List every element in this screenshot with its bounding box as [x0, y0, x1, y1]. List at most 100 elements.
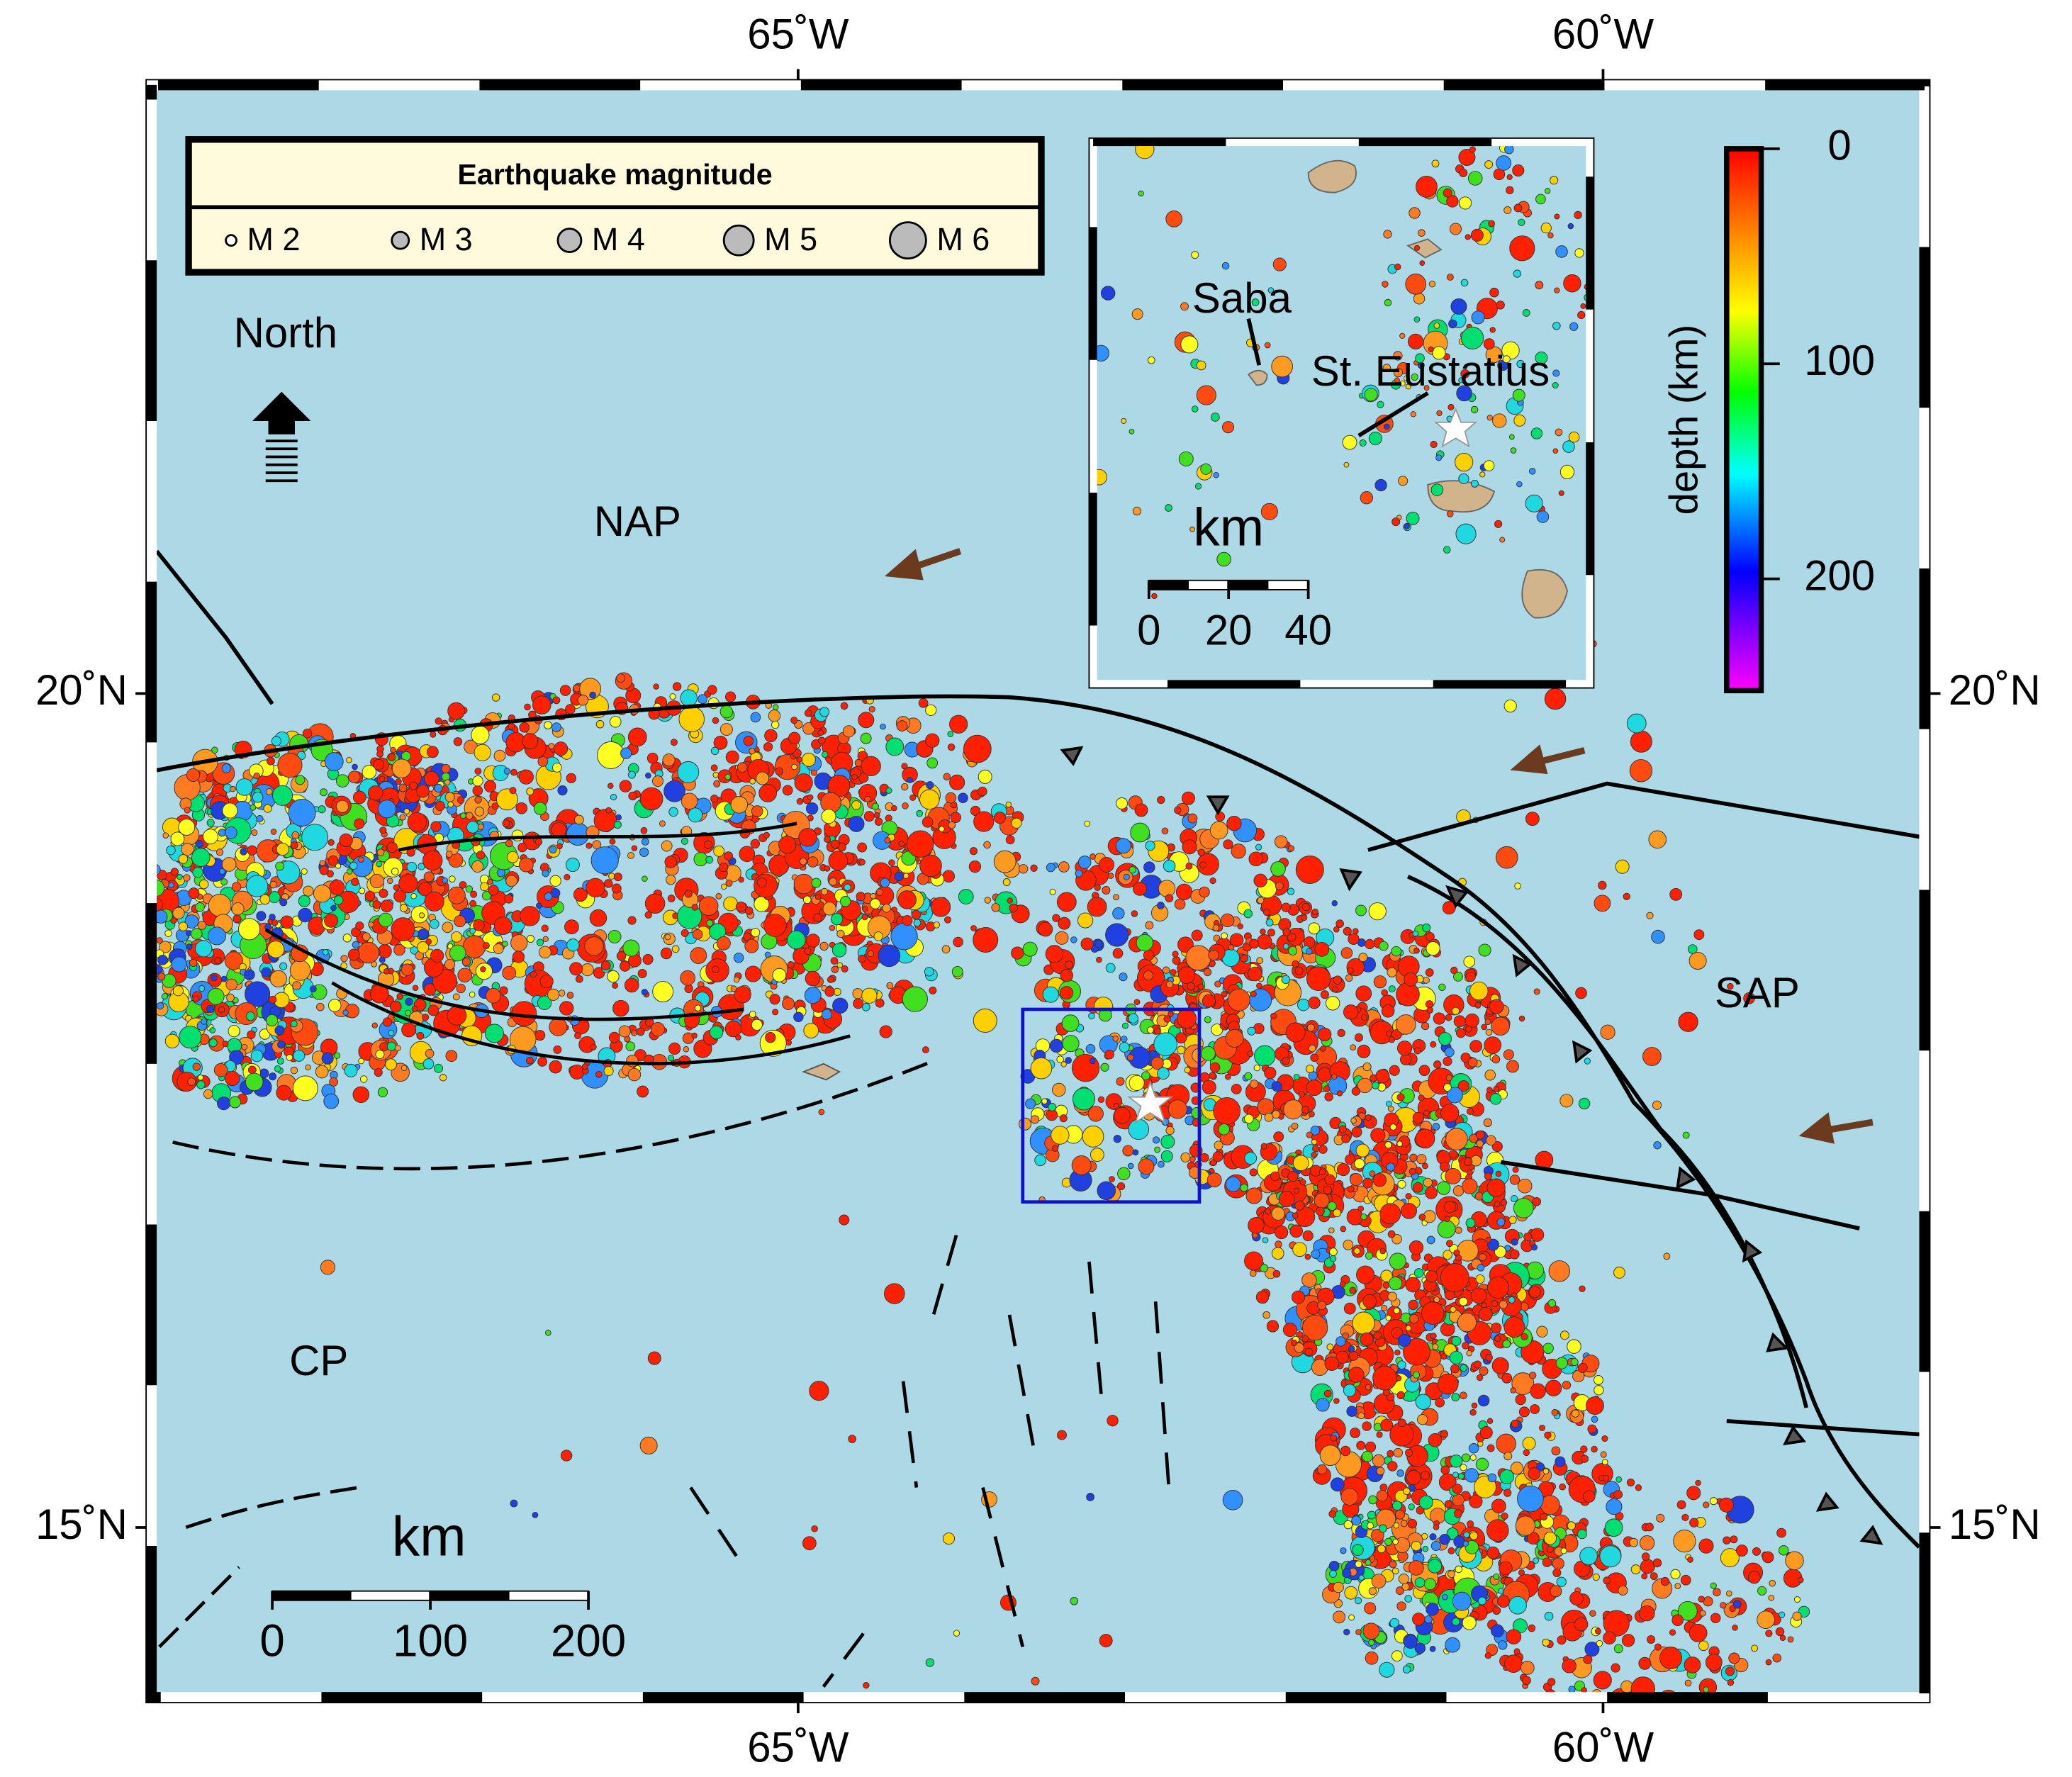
quake [1350, 1117, 1357, 1124]
quake [1384, 298, 1392, 307]
quake [1485, 1353, 1493, 1362]
quake [1542, 1342, 1554, 1354]
quake [1340, 1226, 1347, 1233]
quake [584, 936, 604, 956]
quake [469, 927, 476, 934]
quake [271, 919, 279, 926]
quake [863, 811, 875, 822]
quake [1671, 1614, 1684, 1627]
quake [595, 719, 605, 729]
quake [1580, 303, 1586, 309]
quake [575, 975, 583, 983]
quake [807, 856, 819, 868]
quake [802, 1536, 817, 1551]
quake [1272, 257, 1287, 271]
quake [1329, 1248, 1338, 1256]
quake [267, 941, 285, 958]
quake [482, 941, 490, 950]
quake [295, 775, 306, 785]
quake [1408, 1503, 1415, 1510]
legend-item: M 5 [764, 221, 817, 257]
quake [1209, 1159, 1217, 1167]
quake [1509, 235, 1535, 262]
quake [1318, 1145, 1328, 1154]
quake [1511, 1419, 1520, 1428]
quake [181, 843, 194, 856]
quake [225, 1070, 240, 1087]
quake [1489, 999, 1504, 1014]
quake [1062, 1035, 1080, 1053]
quake [909, 794, 917, 801]
quake [1422, 923, 1431, 933]
quake [1203, 968, 1212, 977]
quake [385, 1058, 397, 1071]
quake [1444, 1500, 1452, 1508]
quake [1351, 1515, 1362, 1526]
quake [823, 836, 831, 843]
quake [1343, 1628, 1350, 1636]
quake [821, 809, 836, 824]
quake [471, 725, 490, 744]
quake [1324, 1356, 1339, 1371]
quake [853, 998, 864, 1009]
quake [203, 1089, 213, 1099]
quake [1257, 897, 1265, 904]
quake [1187, 982, 1196, 991]
quake [1656, 1513, 1665, 1523]
quake [1365, 1559, 1372, 1566]
quake [250, 804, 257, 811]
quake [1132, 506, 1142, 516]
quake [535, 902, 542, 909]
quake [162, 832, 169, 839]
quake [1380, 1269, 1393, 1282]
quake [963, 734, 992, 763]
quake [1329, 1255, 1337, 1262]
quake [1343, 461, 1350, 468]
quake [1011, 817, 1022, 829]
quake [398, 783, 408, 792]
quake [1348, 1614, 1355, 1621]
quake [376, 750, 384, 758]
quake [198, 879, 209, 890]
quake [1481, 1024, 1488, 1031]
quake [279, 962, 288, 970]
quake [430, 821, 442, 832]
quake [1129, 1075, 1145, 1091]
quake [462, 935, 486, 958]
quake [1221, 932, 1228, 940]
quake [1508, 1216, 1517, 1224]
quake [1618, 1585, 1628, 1596]
quake [549, 875, 561, 887]
quake [713, 780, 721, 787]
quake [620, 960, 631, 972]
quake [1394, 1349, 1401, 1356]
quake [445, 851, 453, 858]
quake [1552, 1557, 1564, 1570]
quake [1314, 941, 1330, 957]
quake [817, 736, 826, 745]
quake [1615, 859, 1630, 874]
quake [1703, 1501, 1710, 1508]
quake [157, 909, 168, 924]
quake [1411, 1540, 1421, 1552]
quake [1693, 929, 1705, 941]
quake [1080, 937, 1094, 951]
quake [251, 829, 258, 836]
quake [918, 697, 929, 708]
quake [1508, 434, 1515, 440]
quake [358, 856, 364, 863]
island-label: St. Eustatius [1311, 347, 1550, 395]
quake [811, 1525, 818, 1532]
quake [805, 802, 819, 815]
quake [551, 763, 562, 773]
quake [597, 741, 625, 769]
quake [824, 986, 835, 997]
quake [1522, 1436, 1536, 1450]
quake [1391, 1029, 1402, 1041]
quake [1483, 1118, 1492, 1127]
quake [1544, 188, 1551, 194]
quake [1443, 1201, 1457, 1213]
quake [1337, 1163, 1350, 1177]
quake [1484, 1652, 1492, 1659]
